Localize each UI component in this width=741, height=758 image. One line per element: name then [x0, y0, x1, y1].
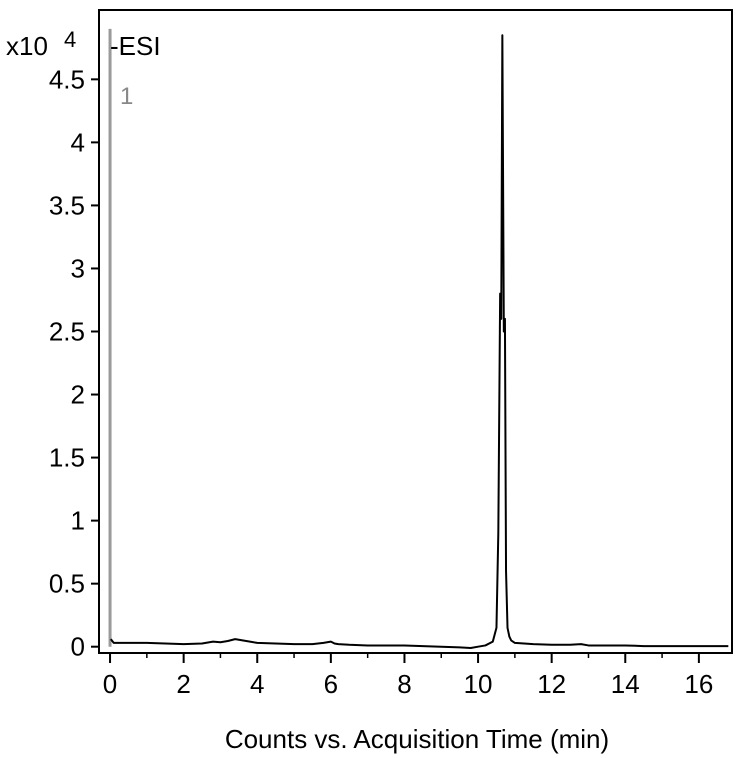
trace-layer	[109, 34, 729, 649]
chromatogram-trace-1	[109, 34, 729, 649]
x-tick-label-10: 10	[464, 669, 493, 699]
y-tick-label-1.5: 1.5	[49, 443, 85, 473]
y-tick-label-0: 0	[71, 632, 85, 662]
y-tick-label-2: 2	[71, 380, 85, 410]
x-tick-label-12: 12	[537, 669, 566, 699]
y-multiplier-label: x10	[6, 31, 48, 61]
x-tick-label-6: 6	[324, 669, 338, 699]
y-tick-label-3: 3	[71, 253, 85, 283]
x-tick-label-16: 16	[684, 669, 713, 699]
y-tick-label-3.5: 3.5	[49, 190, 85, 220]
y-tick-label-4.5: 4.5	[49, 64, 85, 94]
x-tick-label-0: 0	[103, 669, 117, 699]
y-tick-label-4: 4	[71, 127, 85, 157]
trace-id-label: 1	[120, 83, 133, 110]
ion-mode-label: -ESI	[110, 31, 161, 61]
y-axis: 0 0.5 1 1.5 2 2.5 3 3.5 4 4.5	[49, 64, 99, 662]
y-exponent-label: 4	[64, 27, 76, 52]
x-tick-label-8: 8	[397, 669, 411, 699]
y-tick-label-1: 1	[71, 506, 85, 536]
x-tick-label-2: 2	[176, 669, 190, 699]
y-tick-label-2.5: 2.5	[49, 317, 85, 347]
x-axis-title: Counts vs. Acquisition Time (min)	[225, 724, 609, 754]
x-tick-label-4: 4	[250, 669, 264, 699]
x-tick-label-14: 14	[611, 669, 640, 699]
y-tick-label-0.5: 0.5	[49, 569, 85, 599]
x-axis: 0 2 4 6 8 10 12 14 16	[103, 653, 713, 699]
